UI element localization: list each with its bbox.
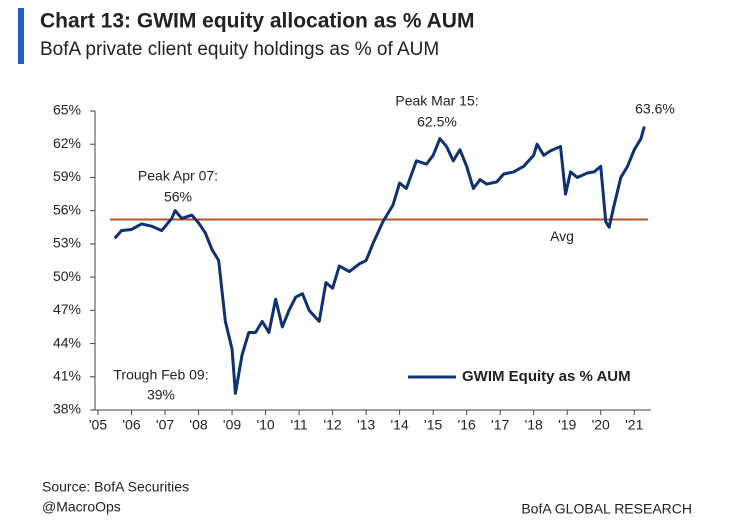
legend-label: GWIM Equity as % AUM <box>462 368 631 385</box>
chart-subtitle: BofA private client equity holdings as %… <box>40 39 439 60</box>
x-tick-label: '20 <box>592 417 610 433</box>
y-tick-label: 53% <box>53 235 81 251</box>
y-tick-label: 65% <box>53 102 81 118</box>
x-tick-label: '06 <box>122 417 140 433</box>
x-tick-label: '16 <box>458 417 476 433</box>
title-bar <box>18 8 24 64</box>
data-line <box>113 126 646 395</box>
annotation: 56% <box>164 189 192 205</box>
y-tick-label: 41% <box>53 367 81 383</box>
y-tick-label: 62% <box>53 135 81 151</box>
annotation: Peak Apr 07: <box>138 168 218 184</box>
annotation: 62.5% <box>417 114 457 130</box>
x-tick-label: '19 <box>558 417 576 433</box>
y-tick-label: 47% <box>53 301 81 317</box>
annotation: Peak Mar 15: <box>395 93 478 109</box>
x-tick-label: '14 <box>391 417 409 433</box>
annotation: Trough Feb 09: <box>113 367 208 383</box>
y-tick-label: 56% <box>53 201 81 217</box>
x-tick-label: '15 <box>424 417 442 433</box>
annotation: 63.6% <box>635 101 675 117</box>
x-tick-label: '05 <box>89 417 107 433</box>
annotation: 39% <box>147 387 175 403</box>
y-tick-label: 44% <box>53 334 81 350</box>
x-tick-label: '17 <box>491 417 509 433</box>
x-tick-label: '12 <box>323 417 341 433</box>
x-tick-label: '21 <box>625 417 643 433</box>
x-tick-label: '18 <box>525 417 543 433</box>
x-tick-label: '08 <box>189 417 207 433</box>
y-tick-label: 59% <box>53 168 81 184</box>
x-tick-label: '11 <box>290 417 307 433</box>
x-tick-label: '10 <box>256 417 274 433</box>
brand: BofA GLOBAL RESEARCH <box>521 501 692 517</box>
y-tick-label: 38% <box>53 401 81 417</box>
average-label: Avg <box>550 228 574 244</box>
source: Source: BofA Securities <box>42 479 189 495</box>
chart-title: Chart 13: GWIM equity allocation as % AU… <box>40 10 474 33</box>
x-tick-label: '07 <box>156 417 174 433</box>
x-tick-label: '13 <box>357 417 375 433</box>
handle: @MacroOps <box>42 499 121 515</box>
x-tick-label: '09 <box>223 417 241 433</box>
y-tick-label: 50% <box>53 268 81 284</box>
